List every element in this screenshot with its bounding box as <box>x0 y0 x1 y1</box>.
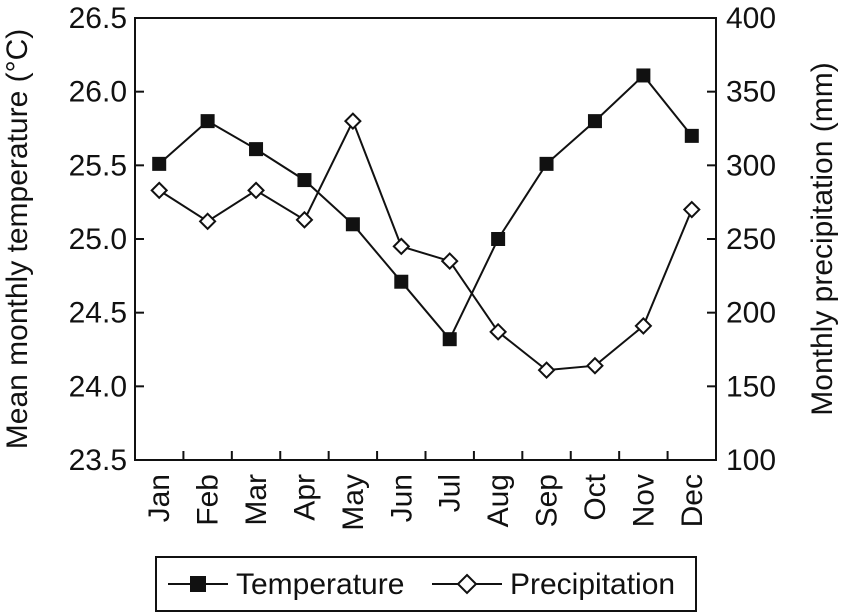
temperature-point <box>491 232 506 246</box>
temperature-point <box>442 332 457 347</box>
precipitation-point <box>150 181 169 200</box>
legend-precipitation-marker <box>456 573 478 595</box>
right-axis: 100 150 200 250 300 350 400 <box>707 2 776 477</box>
temperature-point <box>345 217 360 232</box>
precipitation-line <box>158 118 693 372</box>
temperature-point <box>684 128 699 143</box>
temperature-point <box>539 156 554 171</box>
legend-precipitation-label: Precipitation <box>510 568 675 601</box>
right-tick-label: 250 <box>726 223 776 256</box>
precipitation-point <box>247 181 265 200</box>
temperature-point <box>587 114 602 129</box>
x-tick-label: Sep <box>531 474 564 527</box>
temperature-point <box>636 68 651 83</box>
temperature-line <box>158 74 693 342</box>
left-axis: 23.5 24.0 24.5 25.0 25.5 26.0 26.5 <box>69 2 144 477</box>
temperature-point <box>200 114 215 129</box>
right-tick-label: 350 <box>726 76 776 109</box>
x-tick-label: Nov <box>627 474 660 527</box>
left-tick-label: 26.0 <box>69 76 127 109</box>
left-tick-label: 26.5 <box>69 2 127 35</box>
legend-temperature-marker <box>190 576 206 592</box>
precipitation-point <box>440 252 459 271</box>
left-tick-label: 25.5 <box>69 149 127 182</box>
right-tick-label: 150 <box>726 370 776 403</box>
x-tick-label: Aug <box>482 474 515 527</box>
precipitation-point <box>634 317 653 335</box>
x-tick-label: Jan <box>143 474 176 522</box>
x-tick-label: Jun <box>385 474 418 522</box>
precipitation-point <box>489 322 508 341</box>
precipitation-point <box>295 210 314 229</box>
legend-temperature-label: Temperature <box>236 568 404 601</box>
right-tick-label: 400 <box>726 2 776 35</box>
precipitation-point <box>392 237 411 256</box>
x-tick-label: Mar <box>240 474 273 526</box>
temperature-point <box>249 142 264 157</box>
x-tick-label: May <box>337 474 370 531</box>
legend: Temperature Precipitation <box>155 556 697 612</box>
right-tick-label: 300 <box>726 149 776 182</box>
right-tick-label: 100 <box>726 444 776 477</box>
temperature-point <box>394 274 409 289</box>
precipitation-point <box>586 356 604 375</box>
left-tick-label: 25.0 <box>69 223 127 256</box>
left-axis-title: Mean monthly temperature (°C) <box>1 29 34 449</box>
right-axis-title: Monthly precipitation (mm) <box>806 62 839 415</box>
temperature-point <box>297 173 312 188</box>
x-tick-label: Oct <box>579 473 612 520</box>
temperature-point <box>152 156 167 171</box>
x-tick-label: Dec <box>676 474 709 527</box>
x-tick-label: Jul <box>434 474 467 512</box>
legend-frame <box>155 556 697 612</box>
left-tick-label: 24.5 <box>69 297 127 330</box>
precipitation-point <box>537 361 556 380</box>
x-tick-label: Apr <box>288 474 321 521</box>
x-tick-label: Feb <box>192 474 225 526</box>
x-axis: Jan Feb Mar Apr May Jun Jul Aug Sep Oct Nov Dec <box>143 451 709 531</box>
precipitation-point <box>682 200 701 219</box>
right-tick-label: 200 <box>726 297 776 330</box>
precipitation-point <box>198 212 217 231</box>
left-tick-label: 23.5 <box>69 444 127 477</box>
left-tick-label: 24.0 <box>69 370 127 403</box>
precipitation-point <box>343 112 362 131</box>
series-layer <box>150 68 701 380</box>
plot-area-frame <box>134 17 717 461</box>
